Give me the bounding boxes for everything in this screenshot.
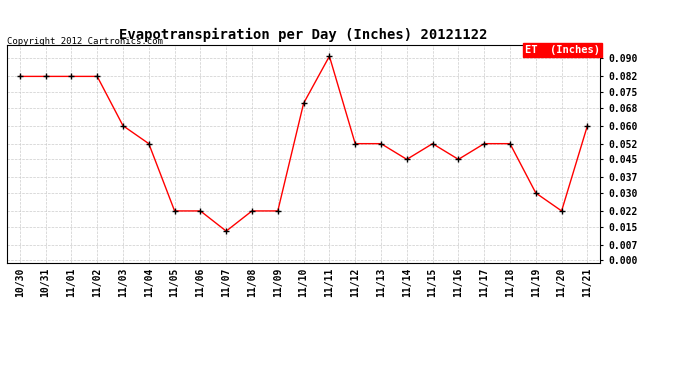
Text: Copyright 2012 Cartronics.com: Copyright 2012 Cartronics.com — [7, 38, 163, 46]
Text: ET  (Inches): ET (Inches) — [525, 45, 600, 55]
Title: Evapotranspiration per Day (Inches) 20121122: Evapotranspiration per Day (Inches) 2012… — [119, 28, 488, 42]
